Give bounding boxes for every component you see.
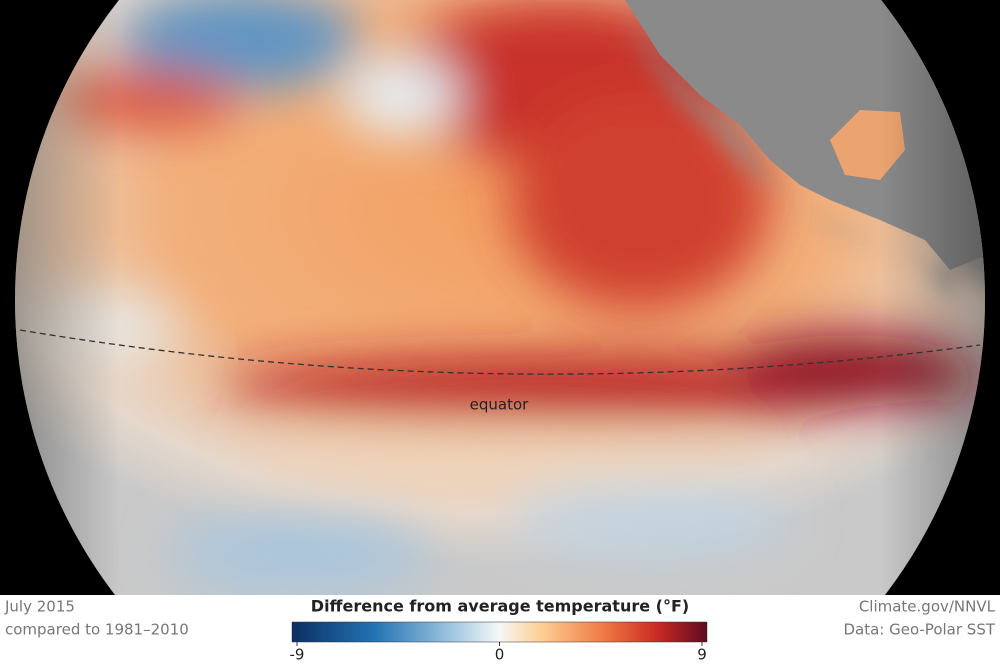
color-scale [291,621,708,643]
legend-ticks: -9 0 9 [290,642,707,664]
tick-label: -9 [290,646,305,664]
source: Data: Geo-Polar SST [843,621,995,639]
equator-label: equator [470,396,530,414]
equator-line [19,329,981,375]
globe [15,0,985,595]
date: July 2015 [4,598,75,616]
legend-title: Difference from average temperature (°F) [311,597,689,616]
tick-label: 0 [495,646,505,664]
credit: Climate.gov/NNVL [859,598,996,616]
baseline: compared to 1981–2010 [5,621,189,639]
tick-label: 9 [697,646,707,664]
